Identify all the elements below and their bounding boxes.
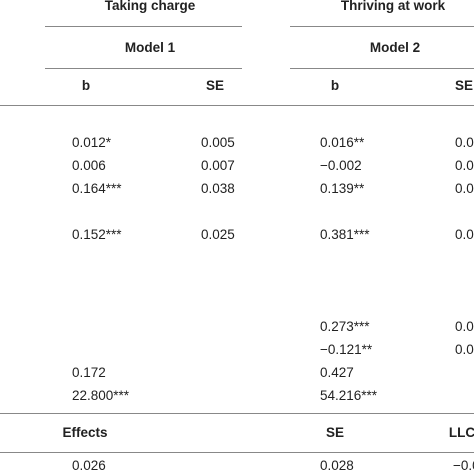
- cell: 54.216***: [320, 388, 378, 403]
- column-header: SE: [325, 425, 345, 440]
- column-header: b: [330, 78, 340, 93]
- cell: 0.273***: [320, 319, 370, 334]
- model-header: Model 2: [369, 40, 421, 55]
- column-header: LLC: [448, 425, 474, 440]
- group-header: Thriving at work: [340, 0, 446, 13]
- cell: −0.121**: [320, 342, 373, 357]
- column-header: SE: [454, 78, 474, 93]
- cell: 0.028: [320, 458, 354, 473]
- cell: 0.038: [201, 181, 235, 196]
- group-header: Taking charge: [104, 0, 196, 13]
- cell: 0.0: [455, 319, 474, 334]
- cell: 0.164***: [72, 181, 122, 196]
- column-header: b: [81, 78, 91, 93]
- rule: [290, 26, 474, 27]
- cell: 0.381***: [320, 227, 370, 242]
- cell: 22.800***: [72, 388, 130, 403]
- column-header: Effects: [62, 425, 108, 440]
- model-header: Model 1: [124, 40, 176, 55]
- cell: 0.0: [455, 227, 474, 242]
- rule: [0, 105, 474, 106]
- rule: [0, 413, 474, 414]
- cell: 0.172: [72, 365, 106, 380]
- cell: 0.016**: [320, 135, 365, 150]
- rule: [45, 26, 242, 27]
- rule: [45, 68, 242, 69]
- cell: 0.0: [455, 135, 474, 150]
- cell: 0.0: [455, 158, 474, 173]
- cell: 0.025: [201, 227, 235, 242]
- cell: 0.012*: [72, 135, 112, 150]
- rule: [290, 68, 474, 69]
- cell: 0.427: [320, 365, 354, 380]
- cell: −0.002: [320, 158, 362, 173]
- rule: [0, 452, 474, 453]
- cell: 0.026: [72, 458, 106, 473]
- cell: 0.0: [455, 181, 474, 196]
- cell: 0.006: [72, 158, 106, 173]
- cell: 0.0: [455, 342, 474, 357]
- column-header: SE: [205, 78, 225, 93]
- cell: 0.139**: [320, 181, 365, 196]
- cell: 0.007: [201, 158, 235, 173]
- cell: 0.152***: [72, 227, 122, 242]
- cell: 0.005: [201, 135, 235, 150]
- cell: −0.0: [453, 458, 474, 473]
